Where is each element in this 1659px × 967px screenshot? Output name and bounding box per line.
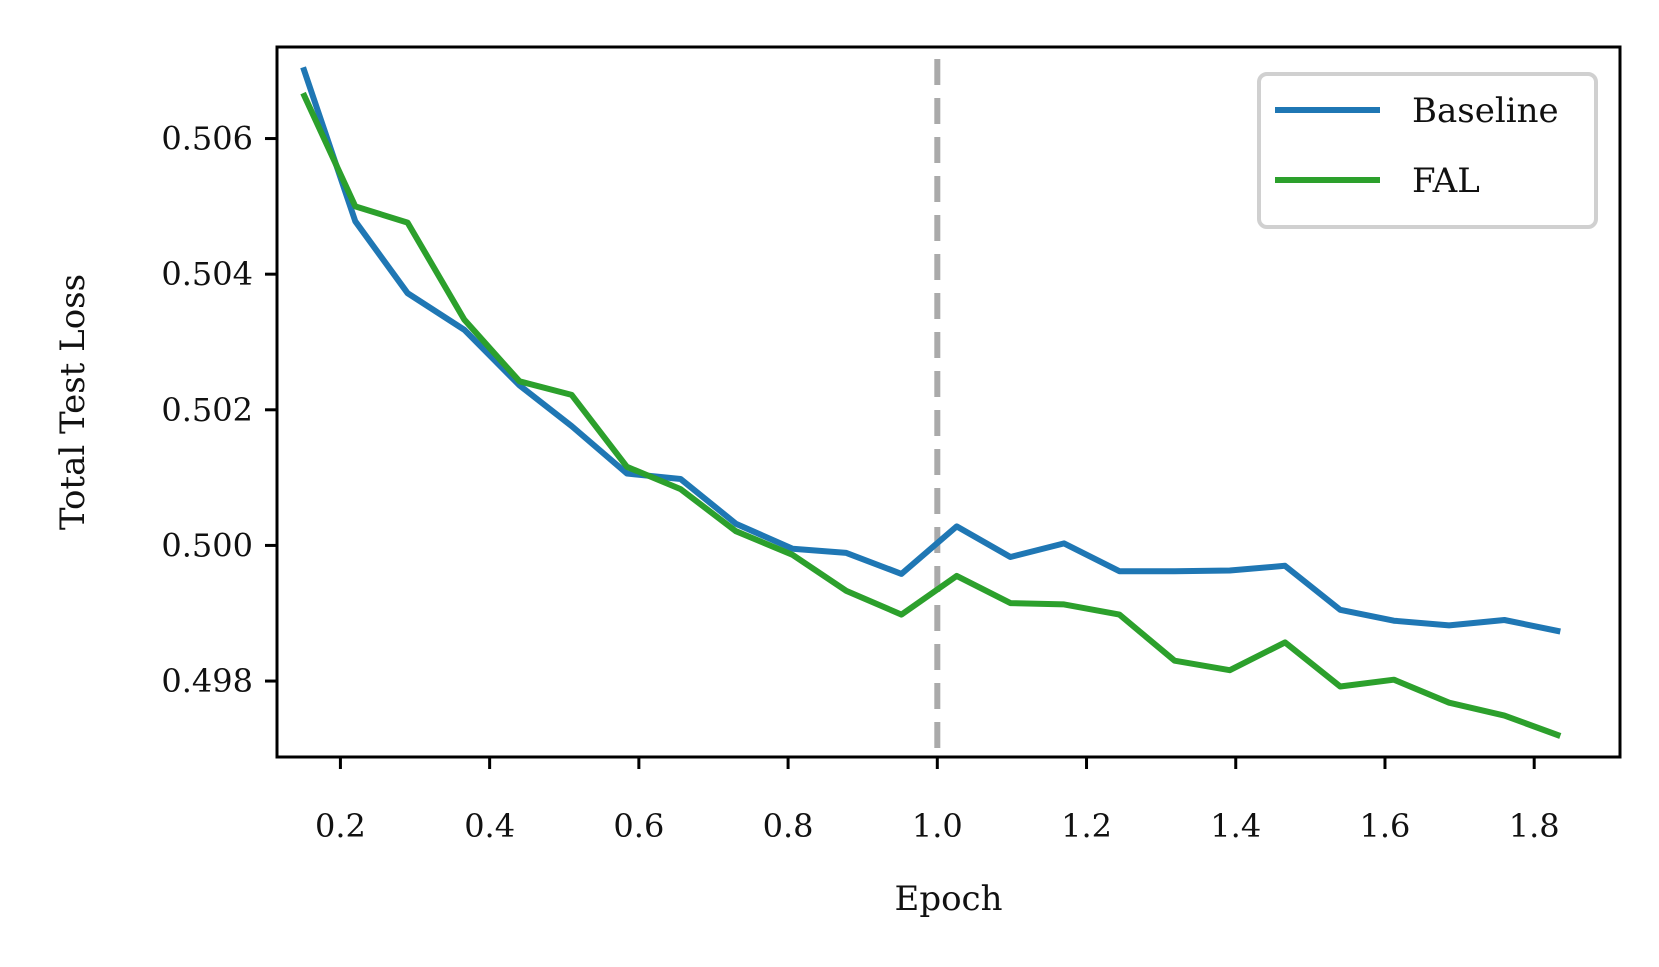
y-tick-label: 0.506 [161, 120, 253, 158]
x-tick-label: 1.2 [1061, 807, 1112, 845]
legend: Baseline FAL [1257, 72, 1598, 229]
series-line-baseline [300, 66, 1561, 635]
legend-label-baseline: Baseline [1412, 91, 1559, 131]
series-layer [300, 66, 1562, 739]
x-axis-title: Epoch [895, 879, 1003, 919]
x-tick-label: 1.6 [1360, 807, 1411, 845]
series-line-fal [300, 91, 1562, 739]
x-tick-label: 0.2 [315, 807, 366, 845]
x-tick-label: 0.8 [763, 807, 814, 845]
y-tick-label: 0.500 [161, 526, 253, 564]
y-tick-label: 0.504 [161, 255, 253, 293]
x-tick-label: 1.0 [912, 807, 963, 845]
y-tick-label: 0.502 [161, 391, 253, 429]
plot-frame [275, 45, 1622, 759]
x-tick-label: 1.8 [1509, 807, 1560, 845]
x-tick-label: 0.6 [613, 807, 664, 845]
y-axis-title: Total Test Loss [53, 274, 93, 530]
y-tick-label: 0.498 [161, 662, 253, 700]
y-axis: 0.498 0.500 0.502 0.504 0.506 [161, 120, 277, 700]
legend-label-fal: FAL [1412, 161, 1480, 201]
x-axis: 0.2 0.4 0.6 0.8 1.0 1.2 1.4 1.6 1.8 [315, 757, 1560, 845]
x-tick-label: 0.4 [464, 807, 515, 845]
x-tick-label: 1.4 [1210, 807, 1261, 845]
